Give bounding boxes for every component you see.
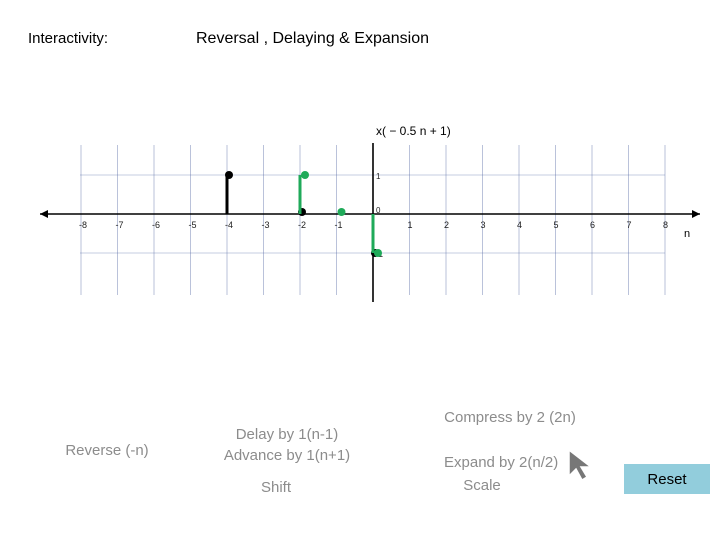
x-tick-label: 6 (590, 220, 595, 230)
stem-marker (301, 171, 309, 179)
x-axis-arrow-right (692, 210, 700, 218)
stem-marker (225, 171, 233, 179)
x-tick-label: -6 (152, 220, 160, 230)
scale-label: Scale (463, 477, 501, 494)
grid (80, 145, 666, 295)
y-tick-label: 1 (376, 172, 381, 181)
x-tick-label: -8 (79, 220, 87, 230)
x-tick-label: -7 (116, 220, 124, 230)
x-tick-label: 1 (408, 220, 413, 230)
y-tick-label: 0 (376, 206, 381, 215)
stem-marker (374, 249, 382, 257)
x-tick-label: -1 (335, 220, 343, 230)
arrow-cursor-icon (568, 448, 594, 482)
stem-marker (337, 208, 346, 216)
x-tick-label: -5 (189, 220, 197, 230)
x-axis-arrow-left (40, 210, 48, 218)
x-tick-label: 5 (554, 220, 559, 230)
x-tick-label: -2 (298, 220, 306, 230)
reverse-button[interactable]: Reverse (-n) (65, 442, 149, 459)
interactivity-label: Interactivity: (28, 30, 109, 47)
reset-button[interactable]: Reset (624, 464, 710, 494)
x-tick-label: 8 (663, 220, 668, 230)
x-tick-label: -4 (225, 220, 233, 230)
x-tick-label: 2 (444, 220, 449, 230)
expression-label: x( − 0.5 n + 1) (376, 124, 451, 138)
delay-advance-button[interactable]: Delay by 1(n-1) Advance by 1(n+1) (214, 424, 360, 466)
signal-series (225, 171, 382, 257)
x-tick-label: 4 (517, 220, 522, 230)
x-tick-label: 7 (627, 220, 632, 230)
advance-label[interactable]: Advance by 1(n+1) (223, 447, 351, 464)
n-axis-label: n (684, 228, 690, 240)
x-tick-label: 3 (481, 220, 486, 230)
compress-button[interactable]: Compress by 2 (2n) (444, 409, 576, 426)
delay-label[interactable]: Delay by 1(n-1) (235, 426, 339, 443)
axes (40, 143, 700, 302)
page-title: Reversal , Delaying & Expansion (196, 30, 430, 47)
expand-button[interactable]: Expand by 2(n/2) (444, 454, 559, 471)
shift-label: Shift (260, 479, 291, 496)
x-tick-label: -3 (262, 220, 270, 230)
